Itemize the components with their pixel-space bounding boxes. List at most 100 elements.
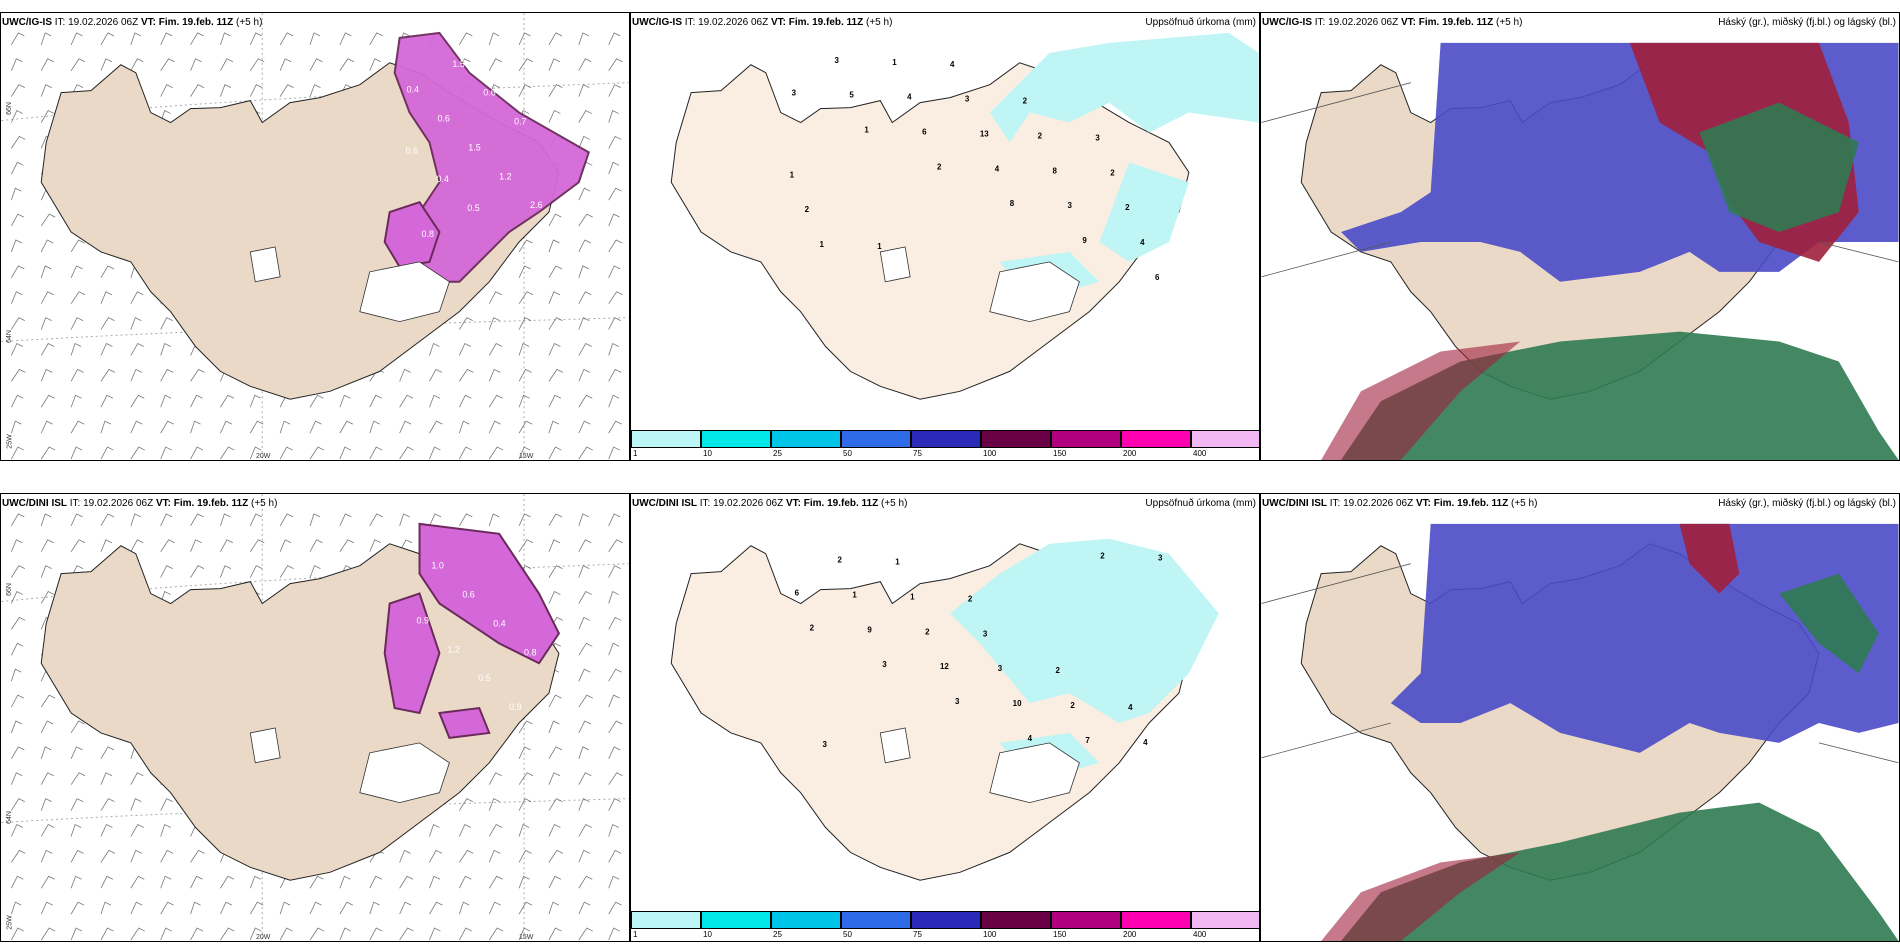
lon-label-15w: 15W <box>519 934 534 941</box>
wind-barb <box>399 513 410 526</box>
it-value: 19.02.2026 06Z <box>1343 498 1414 509</box>
wind-barb <box>578 927 593 941</box>
wind-barb <box>10 823 23 837</box>
precip-value: 6 <box>795 589 800 598</box>
wind-barb <box>608 317 621 330</box>
lat-label-25w: 25W <box>6 434 14 449</box>
cloud-panel-top: UWC/IG-IS IT: 19.02.2026 06Z VT: Fim. 19… <box>1260 12 1900 461</box>
wind-barb <box>70 239 85 253</box>
wind-barb <box>220 58 234 71</box>
wind-barb <box>309 513 321 526</box>
precip-value: 4 <box>1128 703 1133 712</box>
wind-barb <box>10 420 22 434</box>
lat-label-64n: 64N <box>5 811 13 824</box>
wind-barb <box>578 394 593 408</box>
wind-barb <box>160 875 172 889</box>
cloud-panel-bottom: UWC/DINI ISL IT: 19.02.2026 06Z VT: Fim.… <box>1260 493 1900 942</box>
lead-time: (+5 h) <box>1511 498 1538 509</box>
wind-barb <box>130 446 145 460</box>
wind-barb <box>130 368 142 382</box>
wind-barb <box>160 798 173 811</box>
wind-barb <box>279 32 294 46</box>
legend-swatch <box>701 911 771 929</box>
precip-area-ne <box>949 538 1219 723</box>
wind-barb <box>339 394 351 408</box>
panel-title: Uppsöfnuð úrkoma (mm) <box>1145 498 1256 509</box>
glacier-vatnajokull <box>989 261 1080 323</box>
wind-barb <box>458 823 471 837</box>
wind-barb <box>548 394 562 408</box>
wind-barb <box>548 539 561 552</box>
snow-labels: 0.4 0.6 1.5 1.2 2.6 0.8 1.5 0.6 0.7 0.6 0.4 0.5 <box>406 59 543 239</box>
wind-barb <box>40 823 55 837</box>
wind-barb <box>518 58 534 71</box>
model-name: UWC/DINI ISL <box>2 498 67 509</box>
snow-value: 0.5 <box>467 203 479 213</box>
wind-barb <box>10 291 23 304</box>
wind-barb <box>548 746 563 760</box>
panel-header: UWC/IG-IS IT: 19.02.2026 06Z VT: Fim. 19… <box>2 17 262 28</box>
wind-barb <box>339 420 354 434</box>
wind-barb <box>548 239 560 253</box>
wind-barb <box>40 342 55 356</box>
wind-barb <box>40 446 56 460</box>
precip-value: 1 <box>895 558 900 567</box>
wind-barb <box>608 265 621 278</box>
lead-time: (+5 h) <box>881 498 908 509</box>
panel-header: UWC/DINI ISL IT: 19.02.2026 06Z VT: Fim.… <box>632 498 907 509</box>
wind-barb <box>578 239 591 253</box>
precip-value: 3 <box>823 740 828 749</box>
wind-barb <box>249 420 264 434</box>
wind-barb <box>160 927 172 941</box>
wind-barb <box>10 58 23 71</box>
wind-barb <box>190 394 203 408</box>
wind-barb <box>548 849 564 863</box>
precip-value: 8 <box>1053 166 1058 175</box>
low-cloud-area-south <box>1341 802 1899 941</box>
wind-barb <box>608 875 620 889</box>
it-label: IT: <box>1329 498 1341 509</box>
wind-barb <box>518 539 534 552</box>
wind-barb <box>488 823 503 837</box>
wind-barb <box>160 565 173 578</box>
wind-barb <box>11 565 25 578</box>
wind-barb <box>11 368 26 382</box>
wind-barb <box>10 720 22 734</box>
wind-barb <box>608 539 623 552</box>
it-label: IT: <box>69 498 81 509</box>
wind-barb <box>429 875 441 889</box>
legend-swatch <box>841 911 911 929</box>
snow-labels: 0.9 1.2 0.5 0.9 0.7 1.0 0.6 0.4 0.8 <box>401 532 537 712</box>
precip-value: 3 <box>965 95 970 104</box>
wind-barb <box>70 798 84 811</box>
precip-value: 7 <box>1085 736 1090 745</box>
wind-barb <box>279 565 294 578</box>
wind-barb <box>11 161 24 175</box>
wind-barb <box>70 513 83 527</box>
legend-swatch <box>771 430 841 448</box>
wind-barb <box>160 84 173 97</box>
wind-barb <box>220 565 232 578</box>
precip-area-ne <box>989 32 1259 143</box>
precip-value: 2 <box>1023 97 1028 106</box>
wind-barb <box>40 32 52 45</box>
wind-barb <box>578 135 590 149</box>
wind-barb <box>548 901 560 915</box>
wind-barb <box>369 394 382 408</box>
wind-barb <box>548 58 561 71</box>
wind-barb <box>70 927 83 941</box>
wind-barb <box>160 58 175 71</box>
wind-barb <box>100 265 115 279</box>
precip-value: 1 <box>790 170 795 179</box>
legend-tick: 150 <box>1053 449 1067 458</box>
wind-barb <box>100 823 113 837</box>
wind-barb <box>100 539 113 552</box>
glacier-vatnajokull <box>989 742 1080 804</box>
precip-value: 3 <box>1158 554 1163 563</box>
vt-value: Fim. 19.feb. 11Z <box>803 498 879 509</box>
wind-barb <box>548 291 561 304</box>
vt-value: Fim. 19.feb. 11Z <box>788 17 864 28</box>
wind-barb <box>309 84 321 97</box>
wind-barb <box>11 927 24 941</box>
lead-time: (+5 h) <box>251 498 278 509</box>
